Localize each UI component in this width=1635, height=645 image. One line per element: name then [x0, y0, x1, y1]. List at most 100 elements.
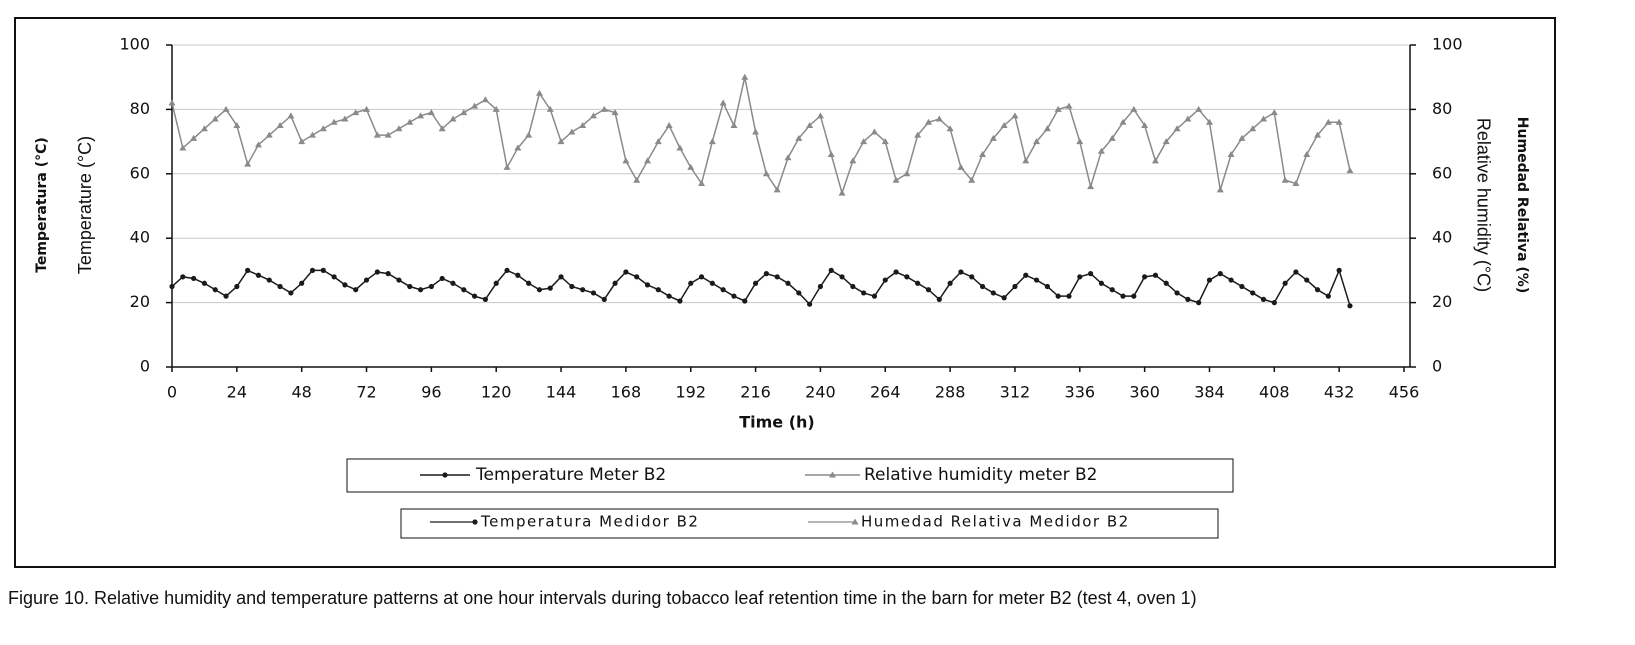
x-tick-label: 432	[1324, 383, 1355, 402]
x-tick-label: 312	[1000, 383, 1031, 402]
data-point	[1022, 157, 1030, 164]
data-point	[223, 293, 229, 299]
data-point	[180, 274, 186, 280]
data-point	[298, 138, 306, 145]
data-point	[666, 293, 672, 299]
data-point	[1239, 283, 1245, 290]
data-point	[1055, 293, 1061, 299]
data-point	[957, 163, 965, 170]
data-point	[1185, 296, 1191, 302]
data-point	[536, 287, 543, 293]
data-point	[881, 138, 889, 145]
data-point	[600, 105, 608, 112]
data-point	[1044, 283, 1050, 290]
data-point	[828, 267, 834, 273]
data-point	[1336, 267, 1342, 273]
data-point	[1098, 280, 1105, 286]
data-point	[493, 280, 499, 286]
data-point	[1270, 109, 1278, 116]
data-point	[222, 105, 230, 112]
data-point	[655, 287, 661, 293]
data-point	[1196, 300, 1202, 306]
data-point	[374, 269, 380, 275]
data-point	[839, 274, 845, 280]
data-point	[773, 186, 781, 193]
data-point	[1131, 293, 1137, 299]
legend-marker	[442, 472, 448, 478]
data-point	[1260, 115, 1268, 122]
data-point	[849, 157, 857, 164]
data-point	[525, 131, 533, 138]
x-tick-label: 120	[481, 383, 512, 402]
data-point	[1000, 122, 1008, 128]
data-point	[1271, 300, 1277, 306]
data-point	[989, 134, 997, 141]
data-point	[1249, 125, 1257, 132]
data-point	[233, 122, 241, 128]
y-tick-label: 40	[130, 228, 150, 247]
data-point	[200, 125, 208, 132]
data-point	[1077, 274, 1083, 280]
data-point	[1238, 134, 1246, 141]
data-point	[1217, 271, 1223, 277]
data-point	[255, 272, 262, 278]
data-point	[482, 296, 489, 302]
data-point	[590, 290, 597, 296]
data-point	[1011, 112, 1019, 119]
data-point	[1120, 293, 1126, 299]
data-point	[1304, 277, 1310, 283]
data-point	[526, 280, 532, 286]
data-point	[719, 99, 727, 106]
data-point	[276, 122, 284, 128]
y2-tick-label: 80	[1432, 99, 1452, 118]
data-point	[288, 290, 294, 296]
data-point	[1260, 296, 1267, 302]
x-tick-label: 408	[1259, 383, 1290, 402]
data-point	[417, 287, 424, 293]
y-axis-title-es: Temperatura (°C)	[34, 137, 50, 273]
data-point	[341, 115, 349, 122]
data-point	[1314, 287, 1321, 293]
data-point	[427, 109, 435, 116]
x-tick-label: 264	[870, 383, 901, 402]
data-point	[190, 134, 198, 141]
data-point	[1324, 118, 1332, 125]
x-tick-label: 192	[675, 383, 706, 402]
data-point	[385, 271, 391, 277]
legend-marker-es	[472, 519, 478, 525]
data-point	[654, 138, 662, 145]
data-point	[299, 280, 305, 286]
data-point	[460, 109, 468, 116]
data-point	[892, 176, 900, 183]
data-point	[1325, 293, 1331, 299]
data-point	[1162, 138, 1170, 145]
data-point	[407, 283, 413, 290]
data-point	[353, 287, 359, 293]
data-point	[1152, 272, 1159, 278]
data-point	[450, 280, 456, 286]
caption: Figure 10. Relative humidity and tempera…	[8, 588, 1197, 608]
x-tick-label: 336	[1065, 383, 1096, 402]
data-point	[816, 112, 824, 119]
data-point	[168, 99, 176, 106]
data-point	[979, 283, 986, 290]
data-point	[688, 280, 694, 286]
data-point	[428, 283, 434, 290]
x-axis-title: Time (h)	[739, 413, 815, 432]
data-point	[785, 280, 791, 286]
data-point	[827, 150, 835, 157]
data-point	[1335, 118, 1343, 125]
data-point	[169, 283, 175, 290]
data-point	[1347, 303, 1353, 309]
series-line	[171, 77, 1351, 196]
data-point	[503, 163, 511, 170]
data-point	[1346, 167, 1354, 174]
data-point	[471, 102, 479, 109]
data-point	[720, 287, 726, 293]
data-point	[1065, 102, 1073, 109]
data-point	[245, 267, 251, 273]
data-point	[266, 277, 272, 283]
data-point	[871, 293, 878, 299]
y2-axis-title: Relative humidity (°C)	[1473, 118, 1493, 292]
data-point	[1076, 138, 1084, 145]
